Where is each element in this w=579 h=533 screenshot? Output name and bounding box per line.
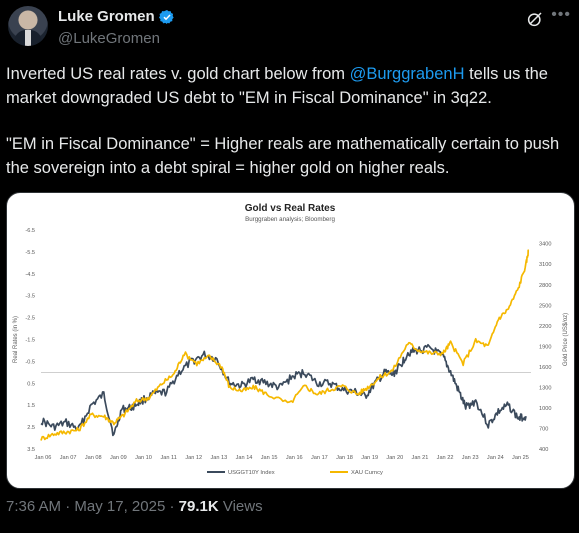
x-tick-label: Jan 25	[512, 455, 529, 461]
tweet-text-segment: tells us the market downgraded US debt t…	[6, 65, 548, 107]
views-label: Views	[222, 498, 263, 515]
tweet-text-segment: Inverted US real rates v. gold chart bel…	[6, 65, 350, 83]
x-tick-label: Jan 17	[311, 455, 328, 461]
tweet-text: Inverted US real rates v. gold chart bel…	[6, 62, 566, 180]
left-tick-label: 3.5	[27, 447, 35, 453]
x-tick-label: Jan 20	[386, 455, 403, 461]
x-tick-label: Jan 21	[412, 455, 429, 461]
left-tick-label: -2.5	[25, 316, 35, 322]
left-tick-label: -0.5	[25, 359, 35, 365]
avatar-shirt	[25, 30, 31, 46]
tweet-paragraph-2: "EM in Fiscal Dominance" = Higher reals …	[6, 135, 560, 177]
x-tick-label: Jan 13	[210, 455, 227, 461]
x-tick-label: Jan 12	[185, 455, 202, 461]
right-tick-label: 2800	[539, 283, 551, 289]
tweet-media-chart[interactable]: Gold vs Real Rates Burggraben analysis; B…	[6, 192, 575, 489]
right-tick-label: 3100	[539, 262, 551, 268]
x-tick-label: Jan 06	[35, 455, 52, 461]
legend-label: XAU Curncy	[351, 470, 383, 476]
gold-vs-real-rates-chart: Gold vs Real Rates Burggraben analysis; B…	[13, 203, 569, 476]
x-tick-label: Jan 08	[85, 455, 102, 461]
right-tick-label: 2200	[539, 324, 551, 330]
left-axis-label: Real Rates (in %)	[13, 316, 19, 363]
chart-title: Gold vs Real Rates	[245, 203, 336, 214]
tweet-time[interactable]: 7:36 AM	[6, 498, 62, 515]
meta-separator: ·	[165, 498, 179, 515]
tweet-header: Luke Gromen @LukeGromen •••	[6, 6, 573, 52]
right-tick-label: 700	[539, 426, 548, 432]
legend-label: USGGT10Y Index	[228, 470, 275, 476]
author-name[interactable]: Luke Gromen	[58, 8, 155, 25]
x-tick-label: Jan 11	[160, 455, 176, 461]
x-tick-label: Jan 18	[336, 455, 353, 461]
left-tick-label: -3.5	[25, 294, 35, 300]
right-tick-label: 1900	[539, 344, 551, 350]
right-tick-label: 1600	[539, 365, 551, 371]
more-icon[interactable]: •••	[551, 6, 571, 23]
x-tick-label: Jan 22	[437, 455, 454, 461]
tweet-date[interactable]: May 17, 2025	[74, 498, 166, 515]
right-tick-label: 1300	[539, 385, 551, 391]
author-handle[interactable]: @LukeGromen	[58, 30, 160, 47]
right-tick-label: 400	[539, 447, 548, 453]
left-tick-label: -4.5	[25, 272, 35, 278]
tweet-paragraph-1: Inverted US real rates v. gold chart bel…	[6, 62, 566, 110]
series-line-gold	[40, 249, 530, 441]
tweet-meta: 7:36 AM · May 17, 2025 · 79.1K Views	[6, 498, 263, 515]
left-tick-label: -1.5	[25, 338, 35, 344]
right-tick-label: 3400	[539, 242, 551, 248]
series-line-real-rates	[40, 343, 527, 437]
right-axis-label: Gold Price (US$/oz)	[563, 313, 569, 366]
grok-icon[interactable]	[526, 10, 544, 28]
x-tick-label: Jan 23	[462, 455, 479, 461]
x-tick-label: Jan 07	[60, 455, 77, 461]
avatar[interactable]	[8, 6, 48, 46]
x-tick-label: Jan 10	[135, 455, 152, 461]
x-tick-label: Jan 09	[110, 455, 127, 461]
verified-badge-icon	[158, 9, 174, 24]
x-tick-label: Jan 14	[236, 455, 253, 461]
x-tick-label: Jan 15	[261, 455, 278, 461]
x-tick-label: Jan 16	[286, 455, 303, 461]
x-tick-label: Jan 24	[487, 455, 504, 461]
author-name-row: Luke Gromen	[58, 8, 175, 25]
x-tick-label: Jan 19	[361, 455, 378, 461]
left-tick-label: 0.5	[27, 381, 35, 387]
chart-subtitle: Burggraben analysis; Bloomberg	[245, 216, 335, 223]
mention-link[interactable]: @BurggrabenH	[349, 65, 465, 83]
left-tick-label: 1.5	[27, 403, 35, 409]
right-tick-label: 2500	[539, 303, 551, 309]
left-tick-label: -6.5	[25, 228, 35, 234]
right-tick-label: 1000	[539, 406, 551, 412]
left-tick-label: 2.5	[27, 425, 35, 431]
meta-separator: ·	[61, 498, 75, 515]
views-count: 79.1K	[178, 498, 219, 515]
left-tick-label: -5.5	[25, 250, 35, 256]
